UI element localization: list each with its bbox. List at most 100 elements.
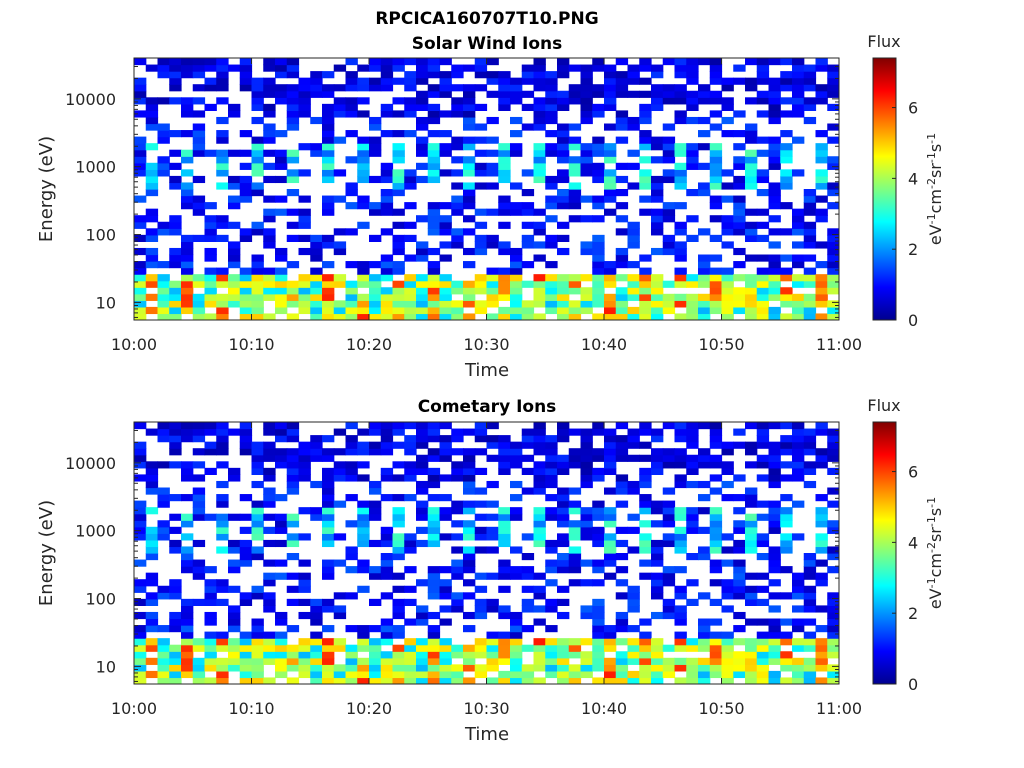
heatmap-cell [134,448,147,456]
heatmap-cell [404,110,417,118]
heatmap-cell [286,90,300,98]
x-axis-label: Time [464,724,509,745]
heatmap-cell [404,461,417,469]
heatmap-cell [651,611,664,620]
heatmap-cell [733,110,746,118]
heatmap-cell [592,526,605,534]
heatmap-cell [439,664,452,672]
heatmap-cell [416,428,429,436]
heatmap-cell [427,274,441,282]
heatmap-cell [439,422,452,430]
heatmap-cell [792,638,805,646]
heatmap-cell [169,287,182,295]
heatmap-cell [134,507,147,515]
heatmap-cell [733,306,746,315]
heatmap-cell [639,254,652,262]
heatmap-cell [263,539,276,548]
heatmap-cell [228,605,241,613]
heatmap-cell [780,169,793,177]
heatmap-cell [192,280,206,288]
heatmap-cell [169,84,182,92]
heatmap-cell [827,618,839,626]
heatmap-cell [698,670,711,679]
heatmap-cell [322,195,335,203]
heatmap-cell [380,267,394,275]
heatmap-cell [251,103,264,111]
heatmap-cell [416,58,429,66]
heatmap-cell [380,189,394,197]
heatmap-cell [498,533,511,541]
heatmap-cell [604,428,617,436]
heatmap-cell [662,461,676,469]
heatmap-cell [463,566,476,574]
heatmap-cell [827,306,839,315]
heatmap-cell [498,313,511,320]
heatmap-cell [345,261,358,269]
heatmap-cell [369,306,382,315]
heatmap-cell [463,526,476,534]
heatmap-cell [216,267,229,275]
heatmap-cell [745,533,758,541]
heatmap-cell [192,507,206,515]
heatmap-cell [416,136,429,144]
x-tick-label: 10:40 [581,335,627,354]
heatmap-cell [322,566,335,574]
heatmap-cell [474,234,488,242]
heatmap-cell [333,638,347,646]
heatmap-cell [604,156,617,164]
heatmap-cell [463,143,476,151]
heatmap-cell [521,71,535,79]
heatmap-cell [427,585,441,593]
heatmap-cell [510,618,523,626]
heatmap-cell [392,474,405,482]
heatmap-cell [510,149,523,157]
panel-title: Cometary Ions [418,397,557,417]
heatmap-cell [756,189,770,197]
heatmap-cell [533,241,546,249]
heatmap-cell [134,598,147,606]
heatmap-cell [557,300,570,308]
heatmap-cell [733,274,746,282]
heatmap-cell [498,441,511,449]
heatmap-cell [627,221,640,229]
heatmap-cell [369,598,382,606]
heatmap-cell [615,84,629,92]
heatmap-cell [662,422,676,430]
heatmap-cell [604,657,617,665]
x-tick-label: 10:50 [698,335,744,354]
heatmap-cell [709,175,723,184]
heatmap-cell [216,64,229,72]
heatmap-cell [662,241,676,249]
heatmap-cell [580,657,593,665]
heatmap-cell [239,58,253,66]
heatmap-cell [416,97,429,105]
heatmap-cell [451,228,464,236]
heatmap-cell [698,267,711,275]
heatmap-cell [604,280,617,288]
heatmap-cell [181,611,194,620]
heatmap-cell [815,261,828,269]
heatmap-cell [521,677,535,684]
heatmap-cell [181,520,194,528]
heatmap-cell [157,136,170,144]
heatmap-cell [545,293,558,301]
heatmap-cell [216,169,229,177]
heatmap-cell [545,651,558,659]
heatmap-cell [486,651,499,659]
heatmap-cell [756,598,770,606]
heatmap-cell [192,293,206,301]
heatmap-cell [521,123,535,131]
heatmap-cell [286,293,300,301]
heatmap-cell [275,513,288,521]
heatmap-cell [545,97,558,105]
heatmap-cell [674,143,687,151]
heatmap-cell [745,162,758,170]
colorbar-tick-label: 2 [908,240,918,259]
heatmap-cell [639,58,652,66]
heatmap-cell [204,579,217,587]
heatmap-cell [815,605,828,613]
heatmap-cell [333,428,347,436]
heatmap-cell [768,149,781,157]
heatmap-cell [169,261,182,269]
